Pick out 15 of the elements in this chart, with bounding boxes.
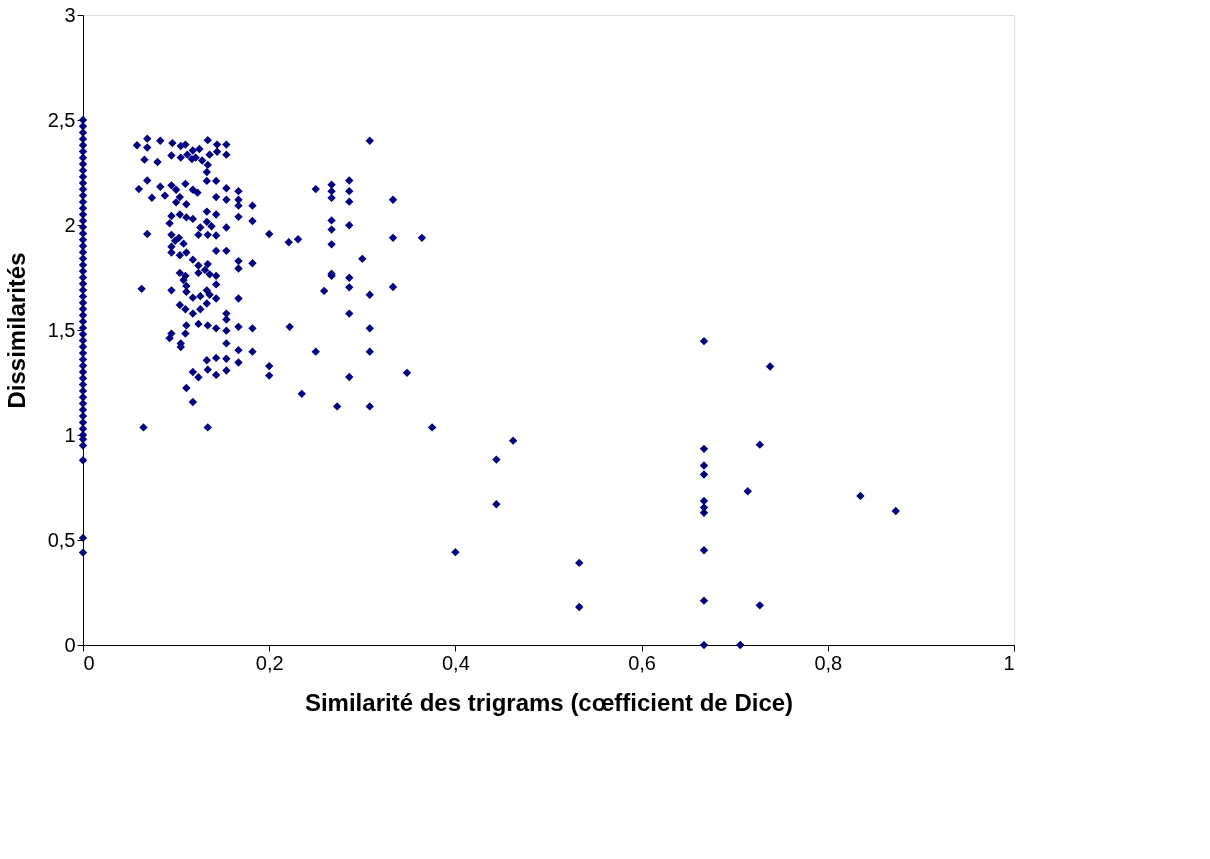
y-tick-label: 1,5 [47, 318, 76, 341]
x-axis-title: Similarité des trigrams (cœfficient de Dice) [304, 688, 794, 716]
y-tick-label: 0 [64, 633, 76, 656]
x-tick-label: 0 [83, 651, 95, 674]
y-axis-title: Dissimilarités [2, 252, 30, 409]
y-tick-label: 1 [64, 423, 76, 446]
x-tick-label: 0,8 [814, 651, 843, 674]
x-tick-label: 1 [1003, 651, 1015, 674]
x-tick-label: 0,4 [441, 651, 470, 674]
y-tick-label: 3 [64, 3, 76, 26]
x-tick-label: 0,2 [255, 651, 284, 674]
y-tick-label: 0,5 [47, 528, 76, 551]
x-tick-label: 0,6 [628, 651, 657, 674]
y-tick-label: 2,5 [47, 108, 76, 131]
y-tick-label: 2 [64, 213, 76, 236]
